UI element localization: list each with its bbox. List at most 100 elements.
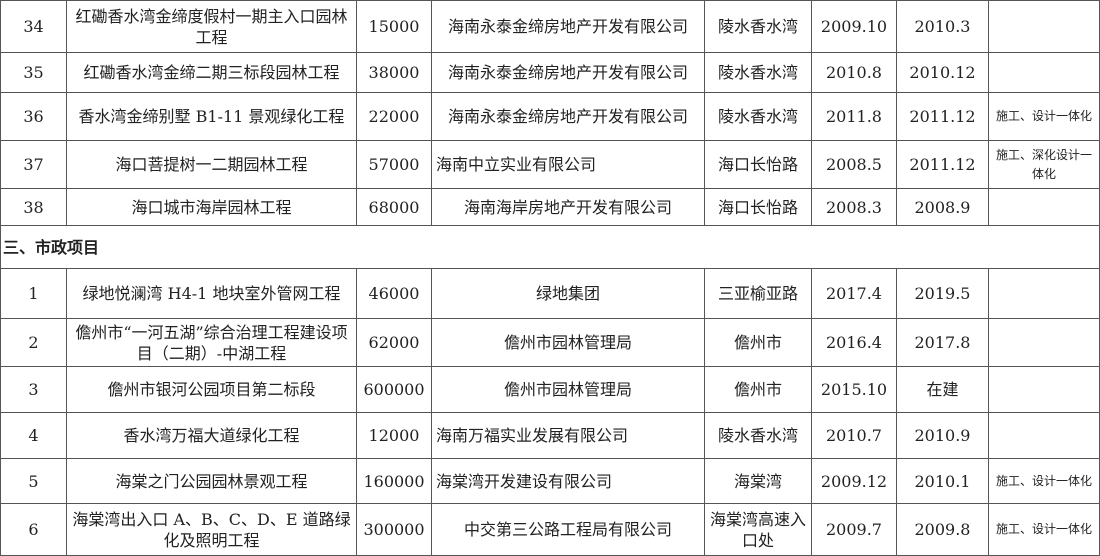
cell-start: 2017.4	[811, 268, 897, 319]
cell-name: 海棠湾出入口 A、B、C、D、E 道路绿化及照明工程	[66, 503, 357, 556]
cell-name: 红磡香水湾金缔度假村一期主入口园林工程	[66, 0, 357, 53]
cell-location: 陵水香水湾	[704, 0, 812, 53]
cell-start: 2009.7	[811, 503, 897, 556]
cell-location: 三亚榆亚路	[704, 268, 812, 319]
cell-start: 2010.7	[811, 412, 897, 459]
cell-no: 5	[0, 458, 67, 504]
cell-no: 3	[0, 366, 67, 413]
cell-no: 34	[0, 0, 67, 53]
cell-note	[988, 52, 1100, 93]
cell-no: 36	[0, 92, 67, 141]
table-row: 3 儋州市银河公园项目第二标段 600000 儋州市园林管理局 儋州市 2015.10 在建	[0, 366, 1100, 413]
cell-start: 2010.8	[811, 52, 897, 93]
cell-end: 2010.3	[896, 0, 989, 53]
cell-client: 绿地集团	[431, 268, 705, 319]
cell-end: 2009.8	[896, 503, 989, 556]
cell-area: 68000	[356, 188, 432, 226]
cell-start: 2008.3	[811, 188, 897, 226]
cell-name: 海口菩提树一二期园林工程	[66, 140, 357, 189]
cell-start: 2016.4	[811, 318, 897, 367]
cell-area: 12000	[356, 412, 432, 459]
cell-client: 中交第三公路工程局有限公司	[431, 503, 705, 556]
table-row: 5 海棠之门公园园林景观工程 160000 海棠湾开发建设有限公司 海棠湾 2009.12…	[0, 458, 1100, 504]
cell-start: 2009.12	[811, 458, 897, 504]
cell-name: 海口城市海岸园林工程	[66, 188, 357, 226]
table-row: 2 儋州市“一河五湖”综合治理工程建设项目（二期）-中湖工程 62000 儋州市园林管…	[0, 318, 1100, 367]
cell-name: 绿地悦澜湾 H4-1 地块室外管网工程	[66, 268, 357, 319]
cell-client: 儋州市园林管理局	[431, 366, 705, 413]
cell-note	[988, 366, 1100, 413]
cell-client: 海南万福实业发展有限公司	[431, 412, 705, 459]
cell-client: 儋州市园林管理局	[431, 318, 705, 367]
cell-end: 2019.5	[896, 268, 989, 319]
table-row: 37 海口菩提树一二期园林工程 57000 海南中立实业有限公司 海口长怡路 2008.5…	[0, 140, 1100, 189]
table-row: 38 海口城市海岸园林工程 68000 海南海岸房地产开发有限公司 海口长怡路 2008.…	[0, 188, 1100, 226]
cell-no: 2	[0, 318, 67, 367]
cell-end: 2008.9	[896, 188, 989, 226]
cell-no: 4	[0, 412, 67, 459]
table-row: 34 红磡香水湾金缔度假村一期主入口园林工程 15000 海南永泰金缔房地产开发有限公…	[0, 0, 1100, 53]
section-title: 三、市政项目	[0, 225, 1100, 269]
cell-no: 38	[0, 188, 67, 226]
table-row: 35 红磡香水湾金缔二期三标段园林工程 38000 海南永泰金缔房地产开发有限公司 陵水…	[0, 52, 1100, 93]
cell-note: 施工、设计一体化	[988, 458, 1100, 504]
cell-no: 35	[0, 52, 67, 93]
cell-end: 2010.1	[896, 458, 989, 504]
table-row: 1 绿地悦澜湾 H4-1 地块室外管网工程 46000 绿地集团 三亚榆亚路 2017.4…	[0, 268, 1100, 319]
cell-name: 儋州市“一河五湖”综合治理工程建设项目（二期）-中湖工程	[66, 318, 357, 367]
cell-end: 2010.9	[896, 412, 989, 459]
cell-no: 1	[0, 268, 67, 319]
cell-note: 施工、深化设计一体化	[988, 140, 1100, 189]
cell-name: 香水湾金缔别墅 B1-11 景观绿化工程	[66, 92, 357, 141]
cell-client: 海南永泰金缔房地产开发有限公司	[431, 92, 705, 141]
cell-start: 2009.10	[811, 0, 897, 53]
cell-start: 2011.8	[811, 92, 897, 141]
cell-name: 海棠之门公园园林景观工程	[66, 458, 357, 504]
cell-end: 2011.12	[896, 140, 989, 189]
cell-area: 160000	[356, 458, 432, 504]
cell-end: 在建	[896, 366, 989, 413]
cell-location: 陵水香水湾	[704, 92, 812, 141]
cell-client: 海南永泰金缔房地产开发有限公司	[431, 0, 705, 53]
cell-name: 香水湾万福大道绿化工程	[66, 412, 357, 459]
table-row: 4 香水湾万福大道绿化工程 12000 海南万福实业发展有限公司 陵水香水湾 2010.7…	[0, 412, 1100, 459]
cell-no: 6	[0, 503, 67, 556]
cell-area: 22000	[356, 92, 432, 141]
cell-client: 海南海岸房地产开发有限公司	[431, 188, 705, 226]
cell-area: 15000	[356, 0, 432, 53]
section-row: 三、市政项目	[0, 225, 1100, 269]
cell-end: 2010.12	[896, 52, 989, 93]
cell-location: 陵水香水湾	[704, 52, 812, 93]
cell-client: 海南中立实业有限公司	[431, 140, 705, 189]
cell-end: 2011.12	[896, 92, 989, 141]
cell-location: 海口长怡路	[704, 188, 812, 226]
table-row: 36 香水湾金缔别墅 B1-11 景观绿化工程 22000 海南永泰金缔房地产开发有限…	[0, 92, 1100, 141]
cell-location: 儋州市	[704, 318, 812, 367]
table-row: 6 海棠湾出入口 A、B、C、D、E 道路绿化及照明工程 300000 中交第三公路工…	[0, 503, 1100, 556]
cell-area: 300000	[356, 503, 432, 556]
cell-location: 海棠湾高速入口处	[704, 503, 812, 556]
cell-no: 37	[0, 140, 67, 189]
cell-note	[988, 412, 1100, 459]
cell-start: 2015.10	[811, 366, 897, 413]
cell-client: 海棠湾开发建设有限公司	[431, 458, 705, 504]
cell-note: 施工、设计一体化	[988, 92, 1100, 141]
cell-client: 海南永泰金缔房地产开发有限公司	[431, 52, 705, 93]
cell-end: 2017.8	[896, 318, 989, 367]
cell-area: 38000	[356, 52, 432, 93]
cell-location: 陵水香水湾	[704, 412, 812, 459]
cell-location: 海口长怡路	[704, 140, 812, 189]
cell-location: 儋州市	[704, 366, 812, 413]
cell-area: 57000	[356, 140, 432, 189]
cell-name: 红磡香水湾金缔二期三标段园林工程	[66, 52, 357, 93]
cell-start: 2008.5	[811, 140, 897, 189]
cell-area: 46000	[356, 268, 432, 319]
cell-area: 62000	[356, 318, 432, 367]
cell-note	[988, 268, 1100, 319]
cell-note	[988, 0, 1100, 53]
cell-name: 儋州市银河公园项目第二标段	[66, 366, 357, 413]
cell-area: 600000	[356, 366, 432, 413]
cell-note	[988, 188, 1100, 226]
cell-note	[988, 318, 1100, 367]
